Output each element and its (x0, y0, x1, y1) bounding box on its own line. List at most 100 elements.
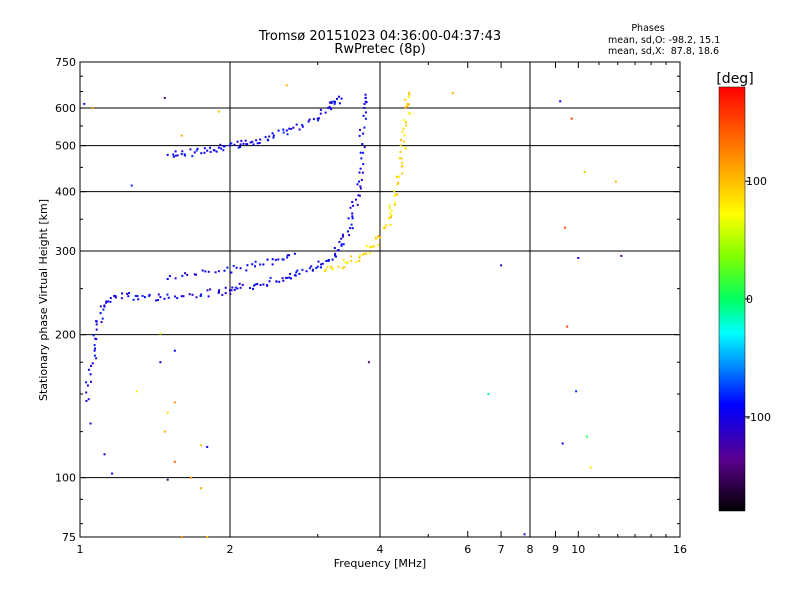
data-point (159, 296, 162, 299)
data-point (172, 155, 175, 158)
data-point (393, 203, 396, 206)
data-point (203, 151, 206, 154)
data-point (174, 154, 177, 157)
x-tick-label: 10 (571, 543, 585, 556)
grid-lines (80, 62, 680, 537)
data-point (403, 119, 406, 122)
data-point (396, 193, 399, 196)
data-point (236, 140, 239, 143)
data-point (286, 133, 289, 136)
data-point (338, 95, 340, 98)
data-point (86, 384, 89, 387)
data-point (352, 204, 355, 207)
data-point (143, 296, 146, 299)
data-point (95, 338, 98, 341)
data-point (100, 321, 103, 324)
data-point (224, 286, 227, 289)
phase-stats-x: mean, sd,X: 87.8, 18.6 (608, 46, 719, 57)
data-point (195, 149, 198, 152)
data-point (201, 269, 204, 272)
data-point (157, 293, 160, 296)
data-point (206, 446, 209, 448)
data-point (207, 270, 210, 273)
data-point (363, 126, 366, 129)
data-point (311, 268, 314, 271)
data-point (407, 96, 410, 98)
data-point (166, 278, 169, 280)
data-point (182, 295, 185, 298)
data-point (95, 357, 98, 360)
data-point (394, 201, 397, 204)
data-point (101, 317, 104, 320)
data-point (168, 275, 171, 278)
data-point (275, 280, 278, 283)
data-point (233, 288, 236, 291)
data-point (325, 260, 328, 262)
y-tick-label: 200 (55, 329, 76, 342)
data-point (90, 364, 92, 367)
x-tick-label: 2 (227, 543, 234, 556)
phase-stats-o: mean, sd,O: -98.2, 15.1 (608, 35, 720, 46)
data-point (389, 224, 392, 226)
data-point (404, 147, 407, 150)
data-point (232, 264, 235, 267)
data-point (159, 361, 162, 364)
data-point (301, 124, 304, 126)
data-point (357, 194, 360, 197)
data-point (109, 297, 112, 299)
data-point (317, 119, 319, 122)
data-point (362, 132, 365, 135)
data-point (215, 150, 218, 153)
data-point (271, 263, 274, 266)
data-point (395, 175, 398, 178)
x-tick-label: 1 (77, 543, 84, 556)
data-point (191, 155, 194, 158)
x-tick-label: 4 (377, 543, 384, 556)
data-point (212, 149, 215, 152)
data-point (327, 259, 330, 262)
data-point (189, 148, 192, 151)
data-point (156, 299, 159, 301)
data-point (523, 533, 526, 536)
data-point (186, 273, 189, 276)
data-point (251, 263, 254, 266)
chart-title: Tromsø 20151023 04:36:00-04:37:43 (258, 29, 501, 44)
data-point (103, 304, 106, 307)
colorbar-tick-label: 100 (746, 175, 767, 188)
data-point (365, 252, 367, 255)
data-point (403, 134, 406, 137)
data-point (229, 289, 231, 292)
data-point (180, 134, 183, 137)
data-point (401, 161, 404, 164)
data-point (334, 252, 337, 255)
chart-subtitle: RwPretec (8p) (334, 42, 425, 57)
data-point (365, 245, 368, 248)
data-point (334, 100, 337, 103)
colorbar-tick-label: -100 (746, 411, 771, 424)
data-point (298, 128, 301, 131)
data-point (298, 272, 301, 275)
data-point (355, 261, 358, 263)
x-tick-label: 6 (464, 543, 471, 556)
data-point (254, 260, 257, 263)
data-point (343, 266, 346, 269)
data-point (308, 267, 311, 270)
data-point (285, 84, 288, 87)
data-point (406, 103, 409, 105)
x-tick-label: 7 (498, 543, 505, 556)
data-point (336, 97, 338, 100)
data-point (305, 270, 308, 273)
data-point (236, 287, 239, 290)
data-point (329, 265, 332, 268)
data-point (408, 92, 410, 94)
data-point (292, 126, 295, 129)
data-point (575, 390, 578, 393)
data-point (350, 223, 353, 226)
data-point (174, 150, 177, 153)
data-point (377, 243, 380, 246)
data-point (388, 204, 391, 207)
data-point (359, 187, 362, 190)
data-point (89, 373, 92, 376)
data-point (342, 258, 345, 261)
data-point (136, 295, 139, 298)
